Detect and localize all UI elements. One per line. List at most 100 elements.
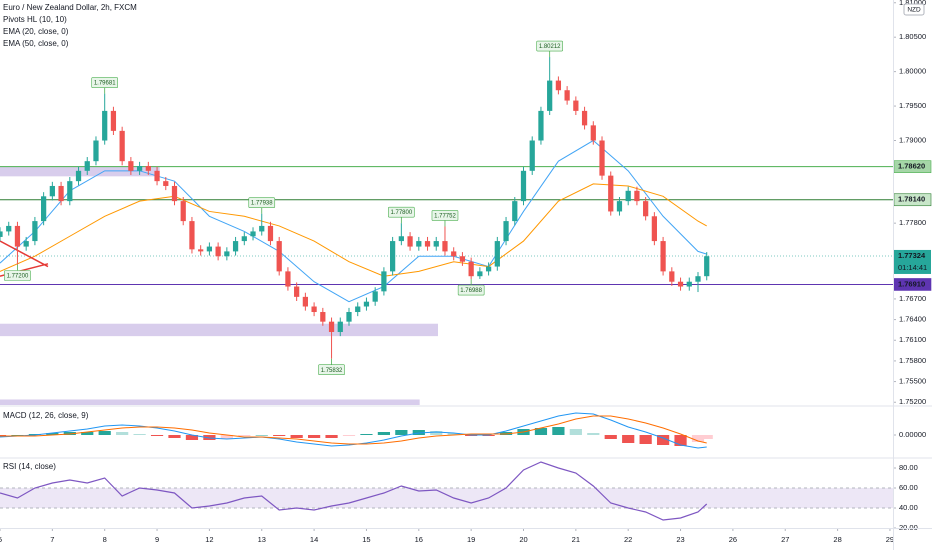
histogram-bar [133, 434, 146, 435]
pivot-box [431, 210, 459, 221]
candle-body [529, 140, 535, 171]
candle-body [538, 110, 544, 141]
histogram-bar [691, 435, 705, 442]
candle-body [485, 266, 492, 272]
candle-body [695, 276, 701, 282]
candle-body [337, 321, 343, 332]
y-tick-label: 60.00 [899, 483, 918, 492]
x-tick-label: 13 [258, 535, 266, 544]
histogram-bar [150, 435, 164, 436]
candle-body [294, 286, 300, 297]
pivot-box [318, 364, 345, 376]
chart-title: Euro / New Zealand Dollar, 2h, FXCM [3, 3, 137, 12]
candle-body [660, 241, 666, 272]
x-tick-label: 7 [50, 535, 54, 544]
x-tick-label: 9 [155, 535, 159, 544]
level-tag-label: 1.78620 [898, 162, 925, 171]
y-tick-label: 1.76100 [899, 335, 926, 344]
x-tick-label: 20 [519, 535, 527, 544]
candle-body [346, 312, 352, 322]
histogram-bar [395, 430, 408, 435]
candle-body [285, 271, 291, 287]
histogram-bar [534, 428, 548, 435]
y-tick-label: 1.77800 [899, 218, 926, 227]
y-tick-label: 1.79000 [899, 135, 926, 144]
histogram-bar [238, 435, 251, 436]
candle-body [328, 321, 335, 332]
countdown-label: 01:14:41 [898, 263, 927, 272]
y-tick-label: 1.75500 [899, 377, 926, 386]
candle-body [67, 181, 73, 202]
pivot-label: 1.77800 [390, 210, 412, 216]
y-tick-label: 1.76700 [899, 294, 926, 303]
pivot-box [91, 77, 118, 88]
y-tick-label: 1.81000 [899, 0, 926, 7]
trend-line [0, 240, 49, 268]
candle-body [259, 225, 265, 232]
candle-body [23, 241, 29, 247]
currency-box[interactable] [903, 3, 925, 16]
histogram-bar [342, 435, 356, 436]
y-tick-label: 1.80000 [899, 67, 926, 76]
candle-body [407, 236, 413, 247]
candle-body [0, 231, 3, 237]
pivot-label: 1.79681 [94, 81, 116, 87]
x-tick-label: 21 [572, 535, 580, 544]
candle-body [599, 140, 605, 176]
histogram-bar [552, 427, 565, 435]
candle-body [547, 80, 553, 111]
candle-body [232, 241, 239, 252]
candle-body [494, 241, 500, 267]
candle-body [608, 175, 614, 212]
candle-body [241, 236, 247, 242]
candle-body [625, 190, 631, 202]
pivot-label: 1.77200 [7, 274, 29, 280]
y-tick-label: 1.75800 [899, 356, 926, 365]
candle-body [145, 165, 151, 171]
candle-body [616, 201, 623, 212]
candle-body [555, 80, 562, 91]
candle-body [651, 216, 657, 242]
candle-body [215, 246, 221, 257]
y-tick-label: 1.79500 [899, 101, 926, 110]
histogram-bar [307, 435, 321, 438]
candle-body [49, 185, 55, 197]
candle-body [477, 271, 483, 277]
macd-title: MACD (12, 26, close, 9) [3, 411, 89, 420]
ema-line [0, 139, 707, 303]
indicator-label: Pivots HL (10, 10) [3, 15, 67, 24]
candle-body [32, 221, 38, 242]
pivot-label: 1.75832 [321, 368, 343, 374]
histogram-bar [273, 435, 286, 436]
histogram-bar [81, 432, 94, 435]
candle-body [75, 170, 82, 182]
candle-body [390, 241, 396, 272]
x-tick-label: 14 [310, 535, 318, 544]
candle-body [224, 251, 230, 257]
pivot-label: 1.76988 [460, 288, 482, 294]
rsi-title: RSI (14, close) [3, 462, 56, 471]
last-price-tag [894, 249, 931, 274]
candle-body [416, 241, 422, 247]
candle-body [250, 231, 256, 237]
histogram-bar [185, 435, 199, 440]
histogram-bar [700, 435, 713, 439]
histogram-bar [46, 433, 59, 435]
macd-pane [0, 412, 713, 449]
pivot-label: 1.80212 [539, 44, 561, 50]
x-tick-label: 23 [676, 535, 684, 544]
histogram-bar [220, 435, 233, 439]
level-tag-label: 1.76910 [898, 279, 925, 288]
y-tick-label: 80.00 [899, 463, 918, 472]
candle-body [573, 100, 579, 111]
x-tick-label: 8 [103, 535, 107, 544]
histogram-bar [11, 435, 24, 436]
candle-body [276, 241, 282, 272]
histogram-bar [604, 435, 617, 439]
candle-body [451, 251, 457, 257]
candle-body [468, 261, 474, 277]
candle-body [311, 306, 317, 313]
rsi-pane [0, 461, 893, 521]
